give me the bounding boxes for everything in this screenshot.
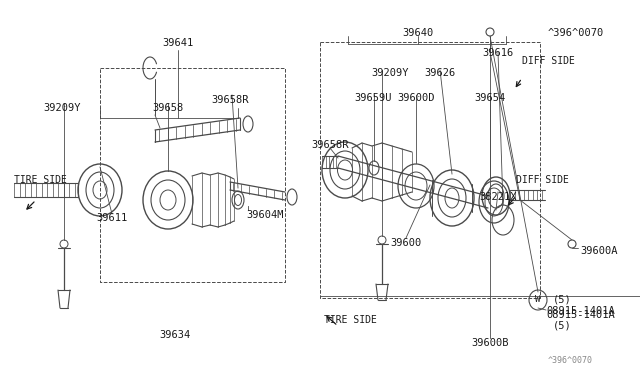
Text: 39604M: 39604M	[246, 210, 284, 220]
Text: 39658R: 39658R	[211, 95, 249, 105]
Text: 39634: 39634	[159, 330, 191, 340]
Text: 39600B: 39600B	[471, 338, 509, 348]
Text: 39640: 39640	[403, 28, 434, 38]
Text: 39654: 39654	[474, 93, 506, 103]
Text: (5): (5)	[553, 294, 572, 304]
Text: 39641: 39641	[163, 38, 194, 48]
Text: 39600D: 39600D	[397, 93, 435, 103]
Text: 39658: 39658	[152, 103, 184, 113]
Text: DIFF SIDE: DIFF SIDE	[516, 175, 569, 185]
Text: TIRE SIDE: TIRE SIDE	[14, 175, 67, 185]
Text: 39626: 39626	[424, 68, 456, 78]
Text: 39658R: 39658R	[311, 140, 349, 150]
Text: 39209Y: 39209Y	[371, 68, 409, 78]
Text: TIRE SIDE: TIRE SIDE	[324, 315, 377, 325]
Text: ^396^0070: ^396^0070	[548, 28, 604, 38]
Text: 38221X: 38221X	[479, 192, 516, 202]
Text: (5): (5)	[553, 320, 572, 330]
Text: 39616: 39616	[483, 48, 514, 58]
Text: 08915-1401A: 08915-1401A	[546, 306, 615, 316]
Text: 39659U: 39659U	[355, 93, 392, 103]
Text: 39209Y: 39209Y	[44, 103, 81, 113]
Text: W: W	[535, 295, 541, 305]
Text: 39600A: 39600A	[580, 246, 618, 256]
Text: 39600: 39600	[390, 238, 422, 248]
Text: DIFF SIDE: DIFF SIDE	[522, 56, 575, 66]
Text: 08915-1401A: 08915-1401A	[546, 310, 615, 320]
Text: 39611: 39611	[97, 213, 127, 223]
Text: ^396^0070: ^396^0070	[548, 356, 593, 365]
